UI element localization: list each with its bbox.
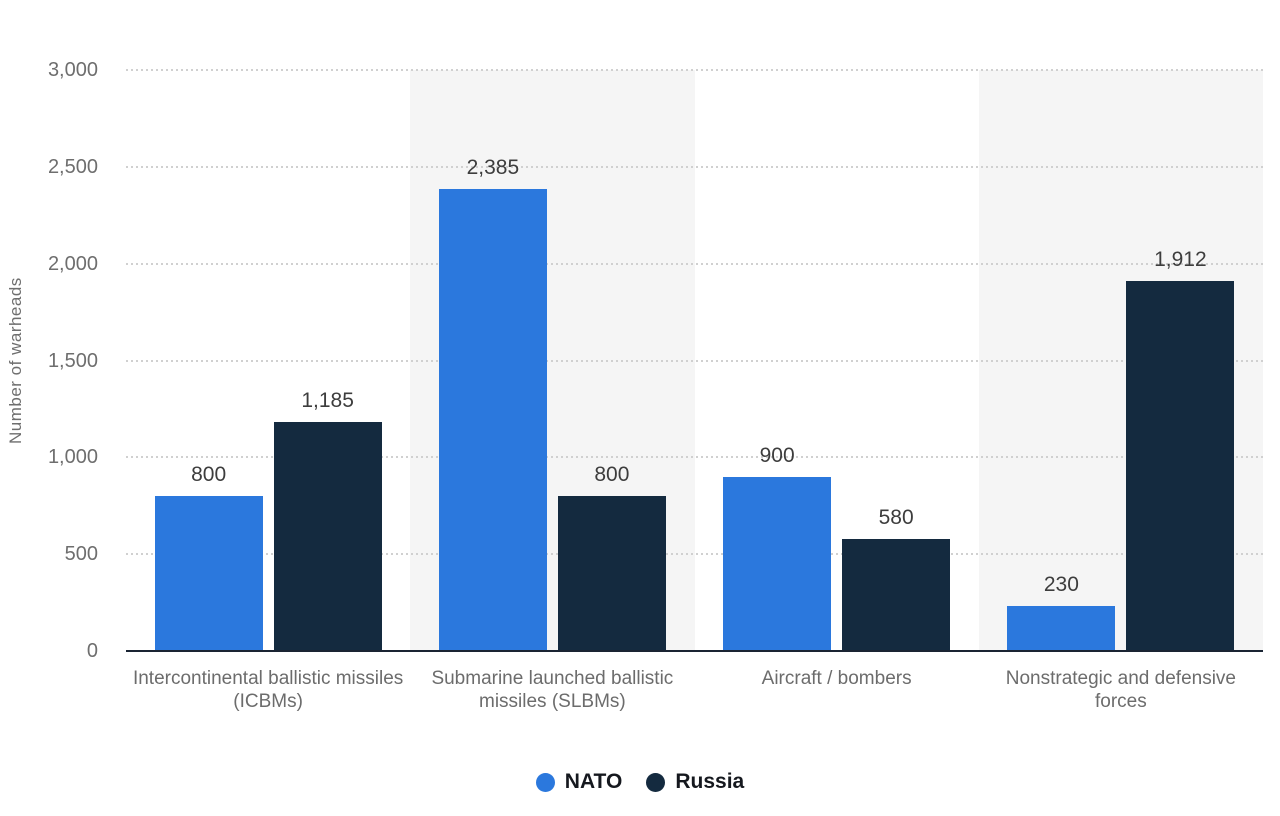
legend-item-nato[interactable]: NATO bbox=[535, 770, 623, 794]
category-label-3: Nonstrategic and defensive forces bbox=[1005, 668, 1236, 712]
legend-dot-nato bbox=[535, 772, 555, 792]
bar-russia-1[interactable] bbox=[557, 496, 666, 651]
value-label-nato-2: 900 bbox=[759, 443, 795, 467]
category-label-0: Intercontinental ballistic missiles (ICB… bbox=[132, 668, 404, 712]
value-label-russia-2: 580 bbox=[878, 505, 914, 529]
gridline bbox=[126, 166, 1263, 168]
category-label-2: Aircraft / bombers bbox=[761, 668, 912, 689]
y-axis-title: Number of warheads bbox=[6, 277, 25, 444]
legend-label-russia: Russia bbox=[675, 770, 745, 793]
y-axis-tick-label: 500 bbox=[64, 543, 98, 565]
gridline bbox=[126, 456, 1263, 458]
legend-dot-russia bbox=[646, 772, 666, 792]
bar-nato-1[interactable] bbox=[438, 189, 547, 651]
y-axis-tick-label: 1,500 bbox=[47, 350, 98, 372]
value-label-russia-3: 1,912 bbox=[1154, 247, 1207, 271]
bar-russia-3[interactable] bbox=[1126, 280, 1235, 651]
y-axis-tick-label: 0 bbox=[86, 640, 98, 662]
y-axis-tick-label: 2,500 bbox=[47, 156, 98, 178]
value-label-russia-0: 1,185 bbox=[301, 388, 354, 412]
gridline bbox=[126, 360, 1263, 362]
gridline bbox=[126, 263, 1263, 265]
value-label-nato-1: 2,385 bbox=[466, 156, 520, 180]
category-label-1: Submarine launched ballistic missiles (S… bbox=[431, 668, 674, 712]
value-label-russia-1: 800 bbox=[594, 463, 630, 487]
gridline bbox=[126, 69, 1263, 71]
bar-nato-2[interactable] bbox=[723, 476, 832, 651]
x-axis-line bbox=[126, 650, 1263, 652]
bar-russia-2[interactable] bbox=[842, 538, 951, 651]
y-axis-tick-label: 2,000 bbox=[47, 253, 98, 275]
gridline bbox=[126, 553, 1263, 555]
value-label-nato-0: 800 bbox=[191, 463, 227, 487]
y-axis-tick-label: 3,000 bbox=[47, 59, 98, 81]
legend-item-russia[interactable]: Russia bbox=[646, 770, 744, 794]
y-axis-tick-label: 1,000 bbox=[47, 446, 98, 468]
bar-russia-0[interactable] bbox=[273, 421, 382, 651]
value-label-nato-3: 230 bbox=[1043, 573, 1079, 597]
bar-nato-3[interactable] bbox=[1007, 606, 1116, 651]
legend-label-nato: NATO bbox=[564, 770, 623, 793]
bar-nato-0[interactable] bbox=[154, 496, 263, 651]
legend: NATO Russia bbox=[0, 762, 1280, 802]
